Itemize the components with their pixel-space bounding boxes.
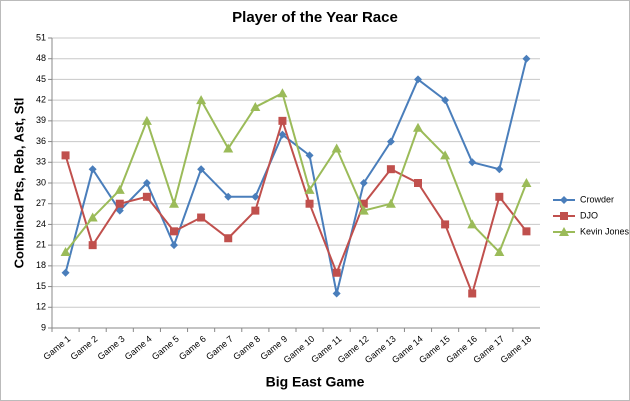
y-tick-label: 24 — [36, 219, 46, 229]
marker — [277, 88, 288, 98]
chart-title: Player of the Year Race — [232, 9, 398, 26]
marker — [359, 199, 368, 208]
marker — [61, 151, 70, 160]
marker — [441, 220, 450, 229]
marker — [87, 212, 98, 222]
marker — [61, 268, 70, 277]
marker — [494, 247, 505, 257]
y-tick-label: 51 — [36, 32, 46, 42]
marker — [197, 213, 206, 222]
marker — [142, 179, 151, 187]
series-line — [64, 117, 528, 297]
y-tick-label: 30 — [36, 177, 46, 187]
marker — [142, 192, 151, 201]
marker — [441, 96, 450, 105]
marker — [359, 179, 368, 187]
marker — [115, 199, 124, 208]
marker — [468, 289, 477, 298]
y-tick-label: 39 — [36, 115, 46, 125]
marker — [88, 165, 97, 174]
marker — [414, 75, 422, 84]
marker — [305, 199, 314, 208]
y-tick-label: 18 — [36, 260, 46, 270]
y-tick-label: 48 — [36, 53, 46, 63]
marker — [521, 178, 532, 187]
marker — [386, 165, 395, 174]
legend-label: Crowder — [580, 194, 614, 204]
series-line — [64, 91, 528, 254]
marker — [332, 268, 341, 277]
marker — [197, 165, 206, 174]
marker — [115, 206, 124, 215]
marker — [278, 130, 287, 139]
y-tick-label: 9 — [41, 322, 46, 332]
marker — [251, 192, 260, 201]
marker — [141, 115, 152, 125]
marker — [560, 212, 568, 220]
legend-label: Kevin Jones — [580, 226, 630, 236]
marker — [250, 102, 261, 112]
legend-label: DJO — [580, 210, 598, 220]
marker — [560, 196, 568, 204]
marker — [196, 95, 207, 105]
marker — [358, 205, 369, 215]
y-tick-label: 15 — [36, 281, 46, 291]
marker — [60, 247, 71, 257]
y-tick-label: 42 — [36, 95, 46, 105]
marker — [413, 122, 423, 132]
marker — [414, 179, 422, 187]
y-tick-label: 45 — [36, 74, 46, 84]
marker — [304, 184, 315, 194]
x-axis-label: Big East Game — [266, 374, 365, 390]
marker — [251, 206, 260, 215]
marker — [223, 143, 234, 153]
marker — [495, 165, 504, 174]
marker — [224, 192, 233, 201]
marker — [224, 234, 233, 243]
marker — [386, 137, 395, 146]
y-tick-label: 33 — [36, 157, 46, 167]
y-tick-label: 36 — [36, 136, 46, 146]
marker — [278, 116, 287, 125]
marker — [468, 158, 477, 167]
y-tick-label: 12 — [36, 302, 46, 312]
marker — [331, 143, 342, 153]
y-tick-label: 21 — [36, 240, 46, 250]
y-axis-label: Combined Pts, Reb, Ast, Stl — [11, 98, 26, 269]
marker — [332, 289, 341, 298]
marker — [495, 192, 504, 201]
marker — [522, 54, 531, 63]
marker — [88, 241, 97, 250]
marker — [440, 150, 451, 160]
marker — [385, 198, 396, 208]
marker — [522, 227, 531, 236]
marker — [305, 151, 314, 160]
marker — [467, 219, 478, 229]
marker — [559, 227, 569, 236]
marker — [170, 227, 178, 236]
marker — [169, 198, 179, 208]
marker — [170, 241, 178, 250]
y-tick-label: 27 — [36, 198, 46, 208]
marker — [114, 184, 125, 194]
